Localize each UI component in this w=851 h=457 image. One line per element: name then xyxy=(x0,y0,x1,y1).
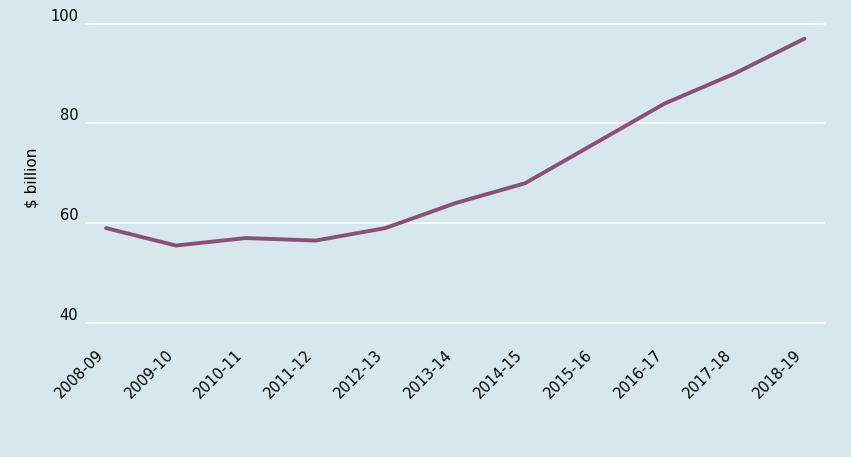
Y-axis label: $ billion: $ billion xyxy=(24,148,39,208)
